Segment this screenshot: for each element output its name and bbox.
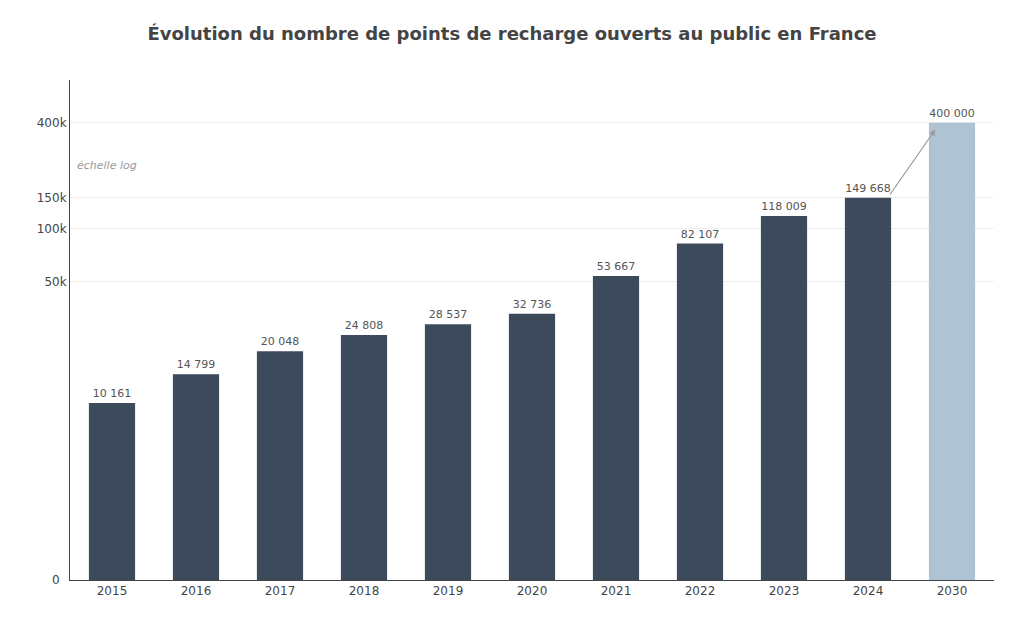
svg-text:32 736: 32 736 (513, 298, 552, 311)
svg-text:118 009: 118 009 (761, 200, 807, 213)
svg-text:20 048: 20 048 (261, 335, 300, 348)
svg-text:400 000: 400 000 (929, 107, 975, 120)
svg-text:2020: 2020 (517, 584, 548, 598)
svg-text:0: 0 (52, 573, 60, 587)
svg-text:2019: 2019 (433, 584, 464, 598)
svg-text:53 667: 53 667 (597, 260, 636, 273)
svg-text:149 668: 149 668 (845, 182, 891, 195)
svg-text:100k: 100k (37, 222, 67, 236)
svg-text:2021: 2021 (601, 584, 632, 598)
svg-text:24 808: 24 808 (345, 319, 384, 332)
svg-text:échelle log: échelle log (77, 159, 137, 172)
svg-text:2023: 2023 (769, 584, 800, 598)
svg-text:400k: 400k (37, 116, 67, 130)
svg-text:2017: 2017 (265, 584, 296, 598)
svg-text:10 161: 10 161 (93, 387, 132, 400)
svg-text:2018: 2018 (349, 584, 380, 598)
svg-text:2016: 2016 (181, 584, 212, 598)
svg-text:150k: 150k (37, 191, 67, 205)
svg-text:Évolution du nombre de points: Évolution du nombre de points de recharg… (147, 23, 876, 44)
svg-text:50k: 50k (44, 275, 66, 289)
svg-text:2022: 2022 (685, 584, 716, 598)
svg-text:14 799: 14 799 (177, 358, 216, 371)
svg-text:2015: 2015 (97, 584, 128, 598)
svg-text:28 537: 28 537 (429, 308, 468, 321)
svg-text:2030: 2030 (937, 584, 968, 598)
svg-text:2024: 2024 (853, 584, 884, 598)
svg-text:82 107: 82 107 (681, 228, 720, 241)
